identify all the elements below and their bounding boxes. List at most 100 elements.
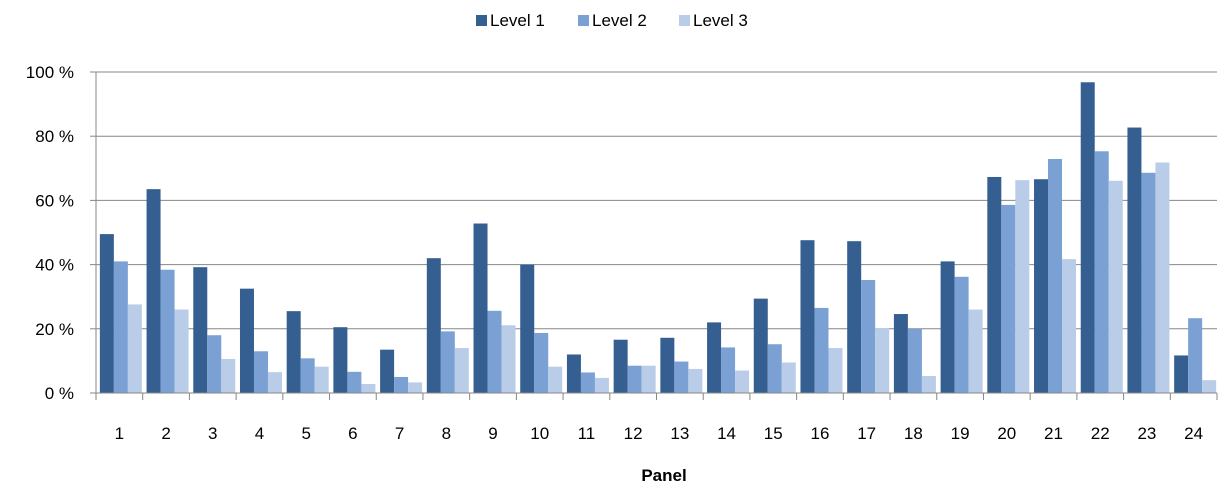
x-tick-label: 11 — [578, 424, 596, 443]
bar — [814, 307, 829, 393]
bar — [594, 377, 609, 393]
bar — [721, 347, 736, 393]
y-tick-label: 60 % — [35, 191, 74, 210]
bar — [314, 366, 329, 393]
bar — [753, 298, 768, 393]
x-tick-label: 22 — [1091, 424, 1110, 443]
x-tick-label: 17 — [857, 424, 876, 443]
x-tick-label: 14 — [717, 424, 736, 443]
bar — [1001, 204, 1016, 393]
bar — [688, 368, 703, 393]
bar — [987, 176, 1002, 393]
y-tick-label: 40 % — [35, 256, 74, 275]
bar — [160, 269, 175, 393]
bar — [921, 375, 936, 393]
bar — [1048, 158, 1063, 393]
bar — [253, 351, 268, 393]
bar — [113, 261, 128, 393]
bar — [440, 331, 455, 393]
x-tick-labels: 1 2 3 4 5 6 7 8 9 10 11 12 13 14 15 16 17 18 19 20 21 22 23 24 — [115, 424, 1203, 443]
bar — [207, 335, 222, 393]
legend-swatch — [679, 15, 690, 26]
y-tick-label: 0 % — [45, 384, 74, 403]
bar — [426, 258, 441, 393]
bar — [501, 325, 516, 393]
y-tick-label: 20 % — [35, 320, 74, 339]
bar — [473, 223, 488, 393]
bar — [1094, 151, 1109, 393]
x-tick-label: 18 — [904, 424, 923, 443]
bar — [800, 240, 815, 393]
bar — [767, 344, 782, 393]
x-tick-label: 24 — [1184, 424, 1203, 443]
bar — [1141, 172, 1156, 393]
bar — [333, 327, 348, 393]
bar — [1062, 259, 1077, 393]
y-tick-label: 100 % — [26, 63, 74, 82]
bar — [300, 358, 315, 393]
legend-label: Level 1 — [490, 11, 545, 30]
x-tick-label: 16 — [811, 424, 830, 443]
bar — [347, 371, 362, 393]
legend-swatch — [578, 15, 589, 26]
x-tick-label: 20 — [997, 424, 1016, 443]
bar — [735, 370, 750, 393]
bar — [641, 365, 656, 393]
x-tick-label: 21 — [1044, 424, 1063, 443]
bar — [487, 310, 502, 393]
bar — [968, 309, 983, 393]
legend: Level 1 Level 2 Level 3 — [476, 11, 748, 30]
x-tick-label: 10 — [530, 424, 549, 443]
bar — [146, 189, 161, 393]
bar — [828, 348, 843, 393]
x-tick-label: 1 — [115, 424, 124, 443]
bar — [1174, 355, 1189, 393]
bar — [940, 261, 955, 393]
bar — [408, 382, 423, 393]
x-tick-label: 7 — [395, 424, 404, 443]
x-tick-label: 3 — [208, 424, 217, 443]
y-tick-labels: 0 % 20 % 40 % 60 % 80 % 100 % — [26, 63, 74, 403]
bar — [847, 241, 862, 393]
bar — [1034, 179, 1049, 393]
bar — [380, 349, 395, 393]
bar — [394, 376, 409, 393]
x-tick-label: 2 — [161, 424, 170, 443]
bar — [534, 332, 549, 393]
bar — [907, 328, 922, 393]
x-axis-title: Panel — [641, 466, 686, 485]
bar — [1202, 380, 1217, 393]
bars — [99, 82, 1217, 394]
bar — [1127, 127, 1142, 394]
bar — [566, 354, 581, 393]
bar — [548, 366, 563, 393]
bar — [1188, 318, 1203, 393]
bar — [954, 276, 969, 393]
bar — [674, 361, 689, 393]
x-tick-label: 4 — [255, 424, 264, 443]
legend-swatch — [476, 15, 487, 26]
bar — [174, 309, 189, 393]
bar — [1080, 82, 1095, 393]
bar — [361, 384, 376, 393]
x-tick-label: 15 — [764, 424, 783, 443]
bar — [707, 322, 722, 393]
bar — [99, 234, 114, 393]
legend-label: Level 2 — [592, 11, 647, 30]
x-tick-label: 13 — [670, 424, 689, 443]
y-tick-label: 80 % — [35, 127, 74, 146]
legend-label: Level 3 — [693, 11, 748, 30]
bar — [861, 280, 876, 393]
bar — [239, 288, 254, 393]
bar — [781, 362, 796, 393]
bar — [580, 372, 595, 393]
bar — [193, 267, 208, 393]
x-tick-label: 23 — [1137, 424, 1156, 443]
x-tick-label: 19 — [951, 424, 970, 443]
bar — [893, 314, 908, 393]
bar — [875, 328, 890, 393]
bar — [286, 311, 301, 393]
x-tick-label: 12 — [624, 424, 643, 443]
bar — [1015, 180, 1030, 393]
